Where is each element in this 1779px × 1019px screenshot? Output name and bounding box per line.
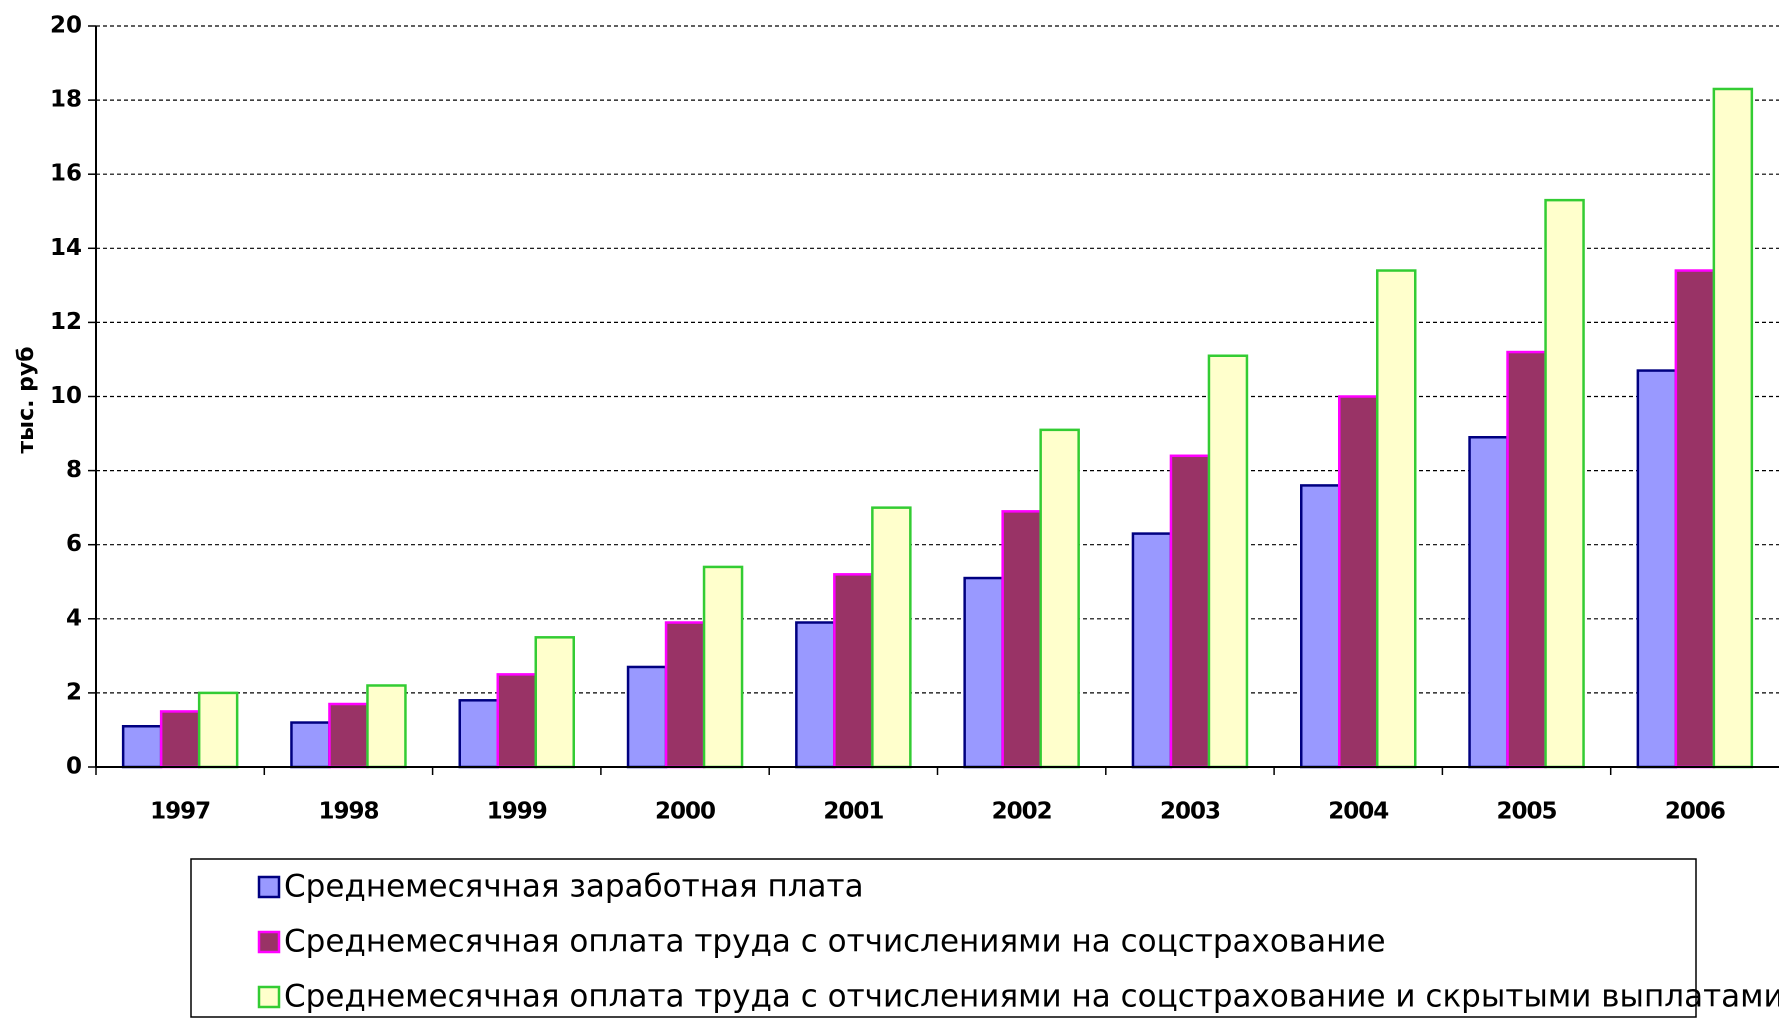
- x-tick-label: 1997: [150, 799, 210, 825]
- bar: [458, 699, 499, 769]
- bar: [1544, 198, 1585, 769]
- legend-box: [190, 858, 1697, 1018]
- legend-label: Среднемесячная оплата труда с отчисления…: [284, 979, 1779, 1015]
- y-tick-label: 14: [50, 235, 82, 261]
- bar: [159, 710, 201, 769]
- bar: [121, 724, 163, 769]
- y-tick-label: 10: [50, 383, 82, 409]
- bar: [290, 721, 331, 769]
- bar: [702, 565, 744, 769]
- y-tick-label: 12: [50, 309, 82, 335]
- x-tick-label: 2005: [1497, 799, 1557, 825]
- bar: [626, 665, 668, 769]
- y-axis-label: тыс. руб: [14, 346, 39, 453]
- x-tick-label: 1998: [318, 799, 378, 825]
- bar: [871, 506, 912, 769]
- bar: [1674, 269, 1716, 769]
- bar: [328, 702, 369, 769]
- bar: [1131, 532, 1173, 769]
- x-tick-label: 1999: [487, 799, 547, 825]
- x-tick-label: 2001: [823, 799, 883, 825]
- y-tick-label: 4: [66, 605, 82, 631]
- x-tick-label: 2002: [992, 799, 1052, 825]
- bar: [795, 621, 836, 769]
- y-tick-label: 0: [66, 754, 82, 780]
- x-tick-label: 2000: [655, 799, 715, 825]
- bar: [1300, 484, 1341, 769]
- legend-swatch: [257, 875, 281, 899]
- legend-label: Среднемесячная заработная плата: [284, 869, 864, 905]
- bar: [1338, 395, 1379, 769]
- bar: [1468, 436, 1509, 769]
- bar: [496, 673, 537, 769]
- bar: [197, 691, 239, 769]
- bar: [963, 576, 1004, 769]
- bar: [1376, 269, 1417, 769]
- legend-label: Среднемесячная оплата труда с отчисления…: [284, 924, 1386, 960]
- bar: [1039, 428, 1080, 769]
- bar: [1712, 87, 1754, 769]
- x-tick-label: 2003: [1160, 799, 1220, 825]
- bar: [534, 636, 575, 769]
- bar: [1169, 454, 1211, 769]
- y-tick-label: 16: [50, 161, 82, 187]
- bar: [664, 621, 706, 769]
- bar: [366, 684, 407, 769]
- y-tick-label: 2: [66, 679, 82, 705]
- legend-swatch: [257, 985, 281, 1009]
- legend-swatch: [257, 930, 281, 954]
- y-tick-label: 6: [66, 531, 82, 557]
- bar: [1506, 350, 1547, 769]
- bar: [833, 573, 874, 769]
- y-tick-label: 18: [50, 87, 82, 113]
- x-tick-label: 2004: [1328, 799, 1388, 825]
- x-tick-label: 2006: [1665, 799, 1725, 825]
- y-tick-label: 8: [66, 457, 82, 483]
- bar: [1207, 354, 1249, 769]
- bar: [1636, 369, 1678, 769]
- bar: [1001, 510, 1042, 769]
- y-tick-label: 20: [50, 13, 82, 39]
